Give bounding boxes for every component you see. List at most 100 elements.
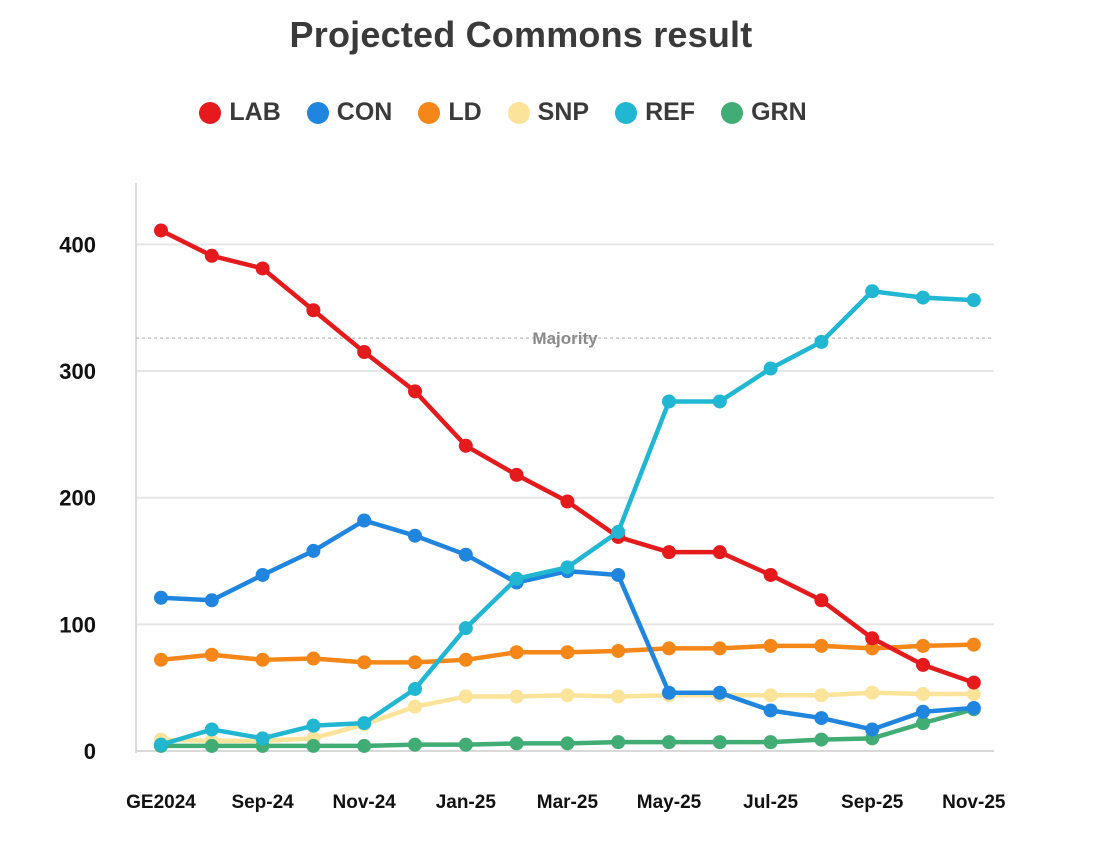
data-point-lab <box>306 303 321 318</box>
chart-legend: LAB CON LD SNP REF GRN <box>0 98 1006 127</box>
data-point-ref <box>204 722 219 737</box>
series-ld <box>154 637 981 670</box>
data-point-ref <box>357 716 372 731</box>
data-point-con <box>611 567 626 582</box>
legend-label: GRN <box>751 98 807 126</box>
data-point-con <box>966 700 981 715</box>
data-point-ref <box>306 718 321 733</box>
data-point-ref <box>662 394 676 409</box>
data-point-snp <box>408 699 422 714</box>
data-point-ref <box>154 737 168 752</box>
series-line-lab <box>158 228 977 685</box>
x-tick-label: Nov-25 <box>942 792 1006 813</box>
legend-marker <box>418 101 441 124</box>
majority-label: Majority <box>532 329 598 348</box>
data-point-snp <box>814 688 829 703</box>
data-point-lab <box>154 223 168 238</box>
legend-label: REF <box>645 98 696 126</box>
data-point-con <box>357 513 372 528</box>
data-point-lab <box>662 545 676 560</box>
data-point-grn <box>560 736 575 751</box>
y-tick-label: 200 <box>59 486 96 511</box>
data-point-ld <box>712 641 727 656</box>
x-tick-label: Jul-25 <box>743 792 798 813</box>
data-point-grn <box>458 737 473 752</box>
series-lab <box>154 223 981 690</box>
data-point-snp <box>458 689 473 704</box>
data-point-con <box>204 593 219 608</box>
data-point-con <box>662 685 676 700</box>
data-point-ld <box>408 655 422 670</box>
data-point-ld <box>560 645 575 660</box>
data-point-lab <box>204 248 219 263</box>
data-point-ref <box>458 621 473 636</box>
data-point-ref <box>814 334 829 349</box>
legend-label: LAB <box>229 98 281 126</box>
data-point-snp <box>763 688 778 703</box>
legend-label: LD <box>448 98 482 126</box>
x-tick-label: Mar-25 <box>537 792 599 813</box>
data-point-con <box>712 685 727 700</box>
data-point-con <box>458 547 473 562</box>
data-point-snp <box>865 685 880 700</box>
data-point-ld <box>763 638 778 653</box>
data-point-ld <box>865 641 880 656</box>
data-point-snp <box>560 688 575 703</box>
x-tick-label: Sep-25 <box>841 792 904 813</box>
data-point-ld <box>662 641 676 656</box>
x-tick-label: May-25 <box>637 792 702 813</box>
data-point-ref <box>408 681 422 696</box>
x-tick-label: Sep-24 <box>231 792 294 813</box>
data-point-ld <box>814 638 829 653</box>
data-point-ld <box>204 647 219 662</box>
data-point-lab <box>509 467 524 482</box>
data-point-ref <box>255 731 270 746</box>
legend-label: CON <box>336 98 393 126</box>
data-point-grn <box>509 736 524 751</box>
data-point-ld <box>458 652 473 667</box>
data-point-lab <box>712 545 727 560</box>
data-point-snp <box>611 689 626 704</box>
legend-item-grn: GRN <box>721 98 807 127</box>
data-point-grn <box>712 735 727 750</box>
data-point-lab <box>408 384 422 399</box>
data-point-lab <box>458 438 473 453</box>
legend-marker <box>507 101 530 124</box>
legend-item-ref: REF <box>615 98 695 127</box>
x-tick-label: Jan-25 <box>436 792 497 813</box>
data-point-ref <box>763 361 778 376</box>
data-point-ld <box>357 655 372 670</box>
legend-item-con: CON <box>306 98 393 127</box>
x-tick-label: GE2024 <box>126 792 196 813</box>
data-point-lab <box>255 261 270 276</box>
data-point-ld <box>306 651 321 666</box>
legend-item-ld: LD <box>418 98 482 127</box>
data-point-grn <box>306 738 321 753</box>
data-point-con <box>865 722 880 737</box>
x-tick-label: Nov-24 <box>333 792 397 813</box>
data-point-ref <box>865 284 880 299</box>
series-line-ref <box>158 289 977 747</box>
data-point-grn <box>814 732 829 747</box>
data-point-ld <box>255 652 270 667</box>
data-point-con <box>916 704 930 719</box>
data-point-ref <box>966 293 981 308</box>
data-point-con <box>154 590 168 605</box>
data-point-con <box>306 543 321 558</box>
data-point-ref <box>916 290 930 305</box>
data-point-ld <box>509 645 524 660</box>
y-tick-label: 0 <box>84 739 96 764</box>
data-point-grn <box>357 738 372 753</box>
data-point-ref <box>611 524 626 539</box>
data-point-lab <box>560 494 575 509</box>
data-point-snp <box>966 687 981 702</box>
legend-marker <box>721 101 744 124</box>
data-point-ref <box>712 394 727 409</box>
y-tick-label: 100 <box>59 612 96 637</box>
legend-label: SNP <box>537 98 590 126</box>
data-point-ld <box>916 638 930 653</box>
legend-marker <box>615 101 638 124</box>
data-point-grn <box>916 716 930 731</box>
data-point-lab <box>916 657 930 672</box>
